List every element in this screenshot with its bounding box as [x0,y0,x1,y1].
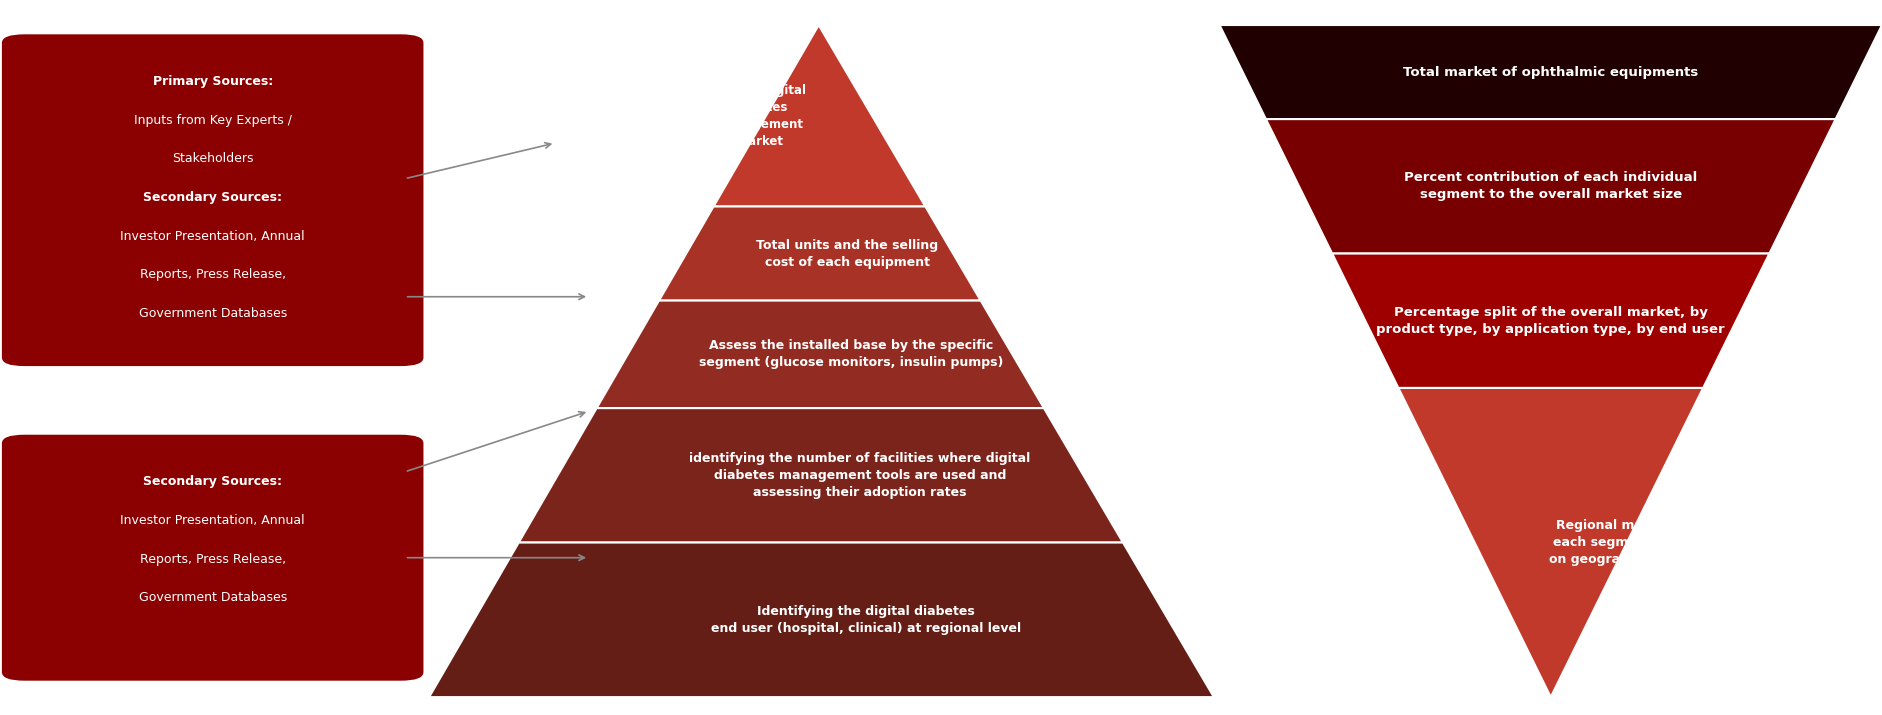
Text: Total units and the selling
cost of each equipment: Total units and the selling cost of each… [757,239,937,269]
Text: Percent contribution of each individual
segment to the overall market size: Percent contribution of each individual … [1404,172,1698,202]
Polygon shape [597,300,1045,408]
Text: Secondary Sources:: Secondary Sources: [143,191,282,204]
Text: Investor Presentation, Annual: Investor Presentation, Annual [120,230,305,242]
Text: Percentage split of the overall market, by
product type, by application type, by: Percentage split of the overall market, … [1376,306,1726,336]
Text: Identifying the digital diabetes
end user (hospital, clinical) at regional level: Identifying the digital diabetes end use… [711,605,1022,635]
Text: Inputs from Key Experts /: Inputs from Key Experts / [134,114,292,127]
Text: Stakeholders: Stakeholders [171,152,254,165]
Text: Government Databases: Government Databases [139,307,286,320]
Text: Total market of ophthalmic equipments: Total market of ophthalmic equipments [1404,66,1698,79]
Text: Investor Presentation, Annual: Investor Presentation, Annual [120,514,305,527]
Text: Assess the installed base by the specific
segment (glucose monitors, insulin pum: Assess the installed base by the specifi… [700,340,1003,370]
Polygon shape [1220,25,1882,119]
FancyBboxPatch shape [2,34,423,366]
Polygon shape [659,207,981,300]
Text: Primary Sources:: Primary Sources: [152,75,273,88]
Text: identifying the number of facilities where digital
diabetes management tools are: identifying the number of facilities whe… [689,452,1031,499]
Polygon shape [713,25,926,207]
Polygon shape [519,408,1124,543]
FancyBboxPatch shape [2,435,423,681]
Polygon shape [429,543,1214,697]
Text: Reports, Press Release,: Reports, Press Release, [139,268,286,281]
Polygon shape [1267,119,1835,254]
Polygon shape [1332,254,1769,388]
Text: Reports, Press Release,: Reports, Press Release, [139,553,286,566]
Text: Government Databases: Government Databases [139,591,286,604]
Text: Overall digital
diabetes
management
market: Overall digital diabetes management mark… [711,84,805,148]
Text: Regional market for
each segment based
on geographic uptake: Regional market for each segment based o… [1549,519,1703,566]
Polygon shape [1398,388,1703,697]
Text: Secondary Sources:: Secondary Sources: [143,475,282,488]
